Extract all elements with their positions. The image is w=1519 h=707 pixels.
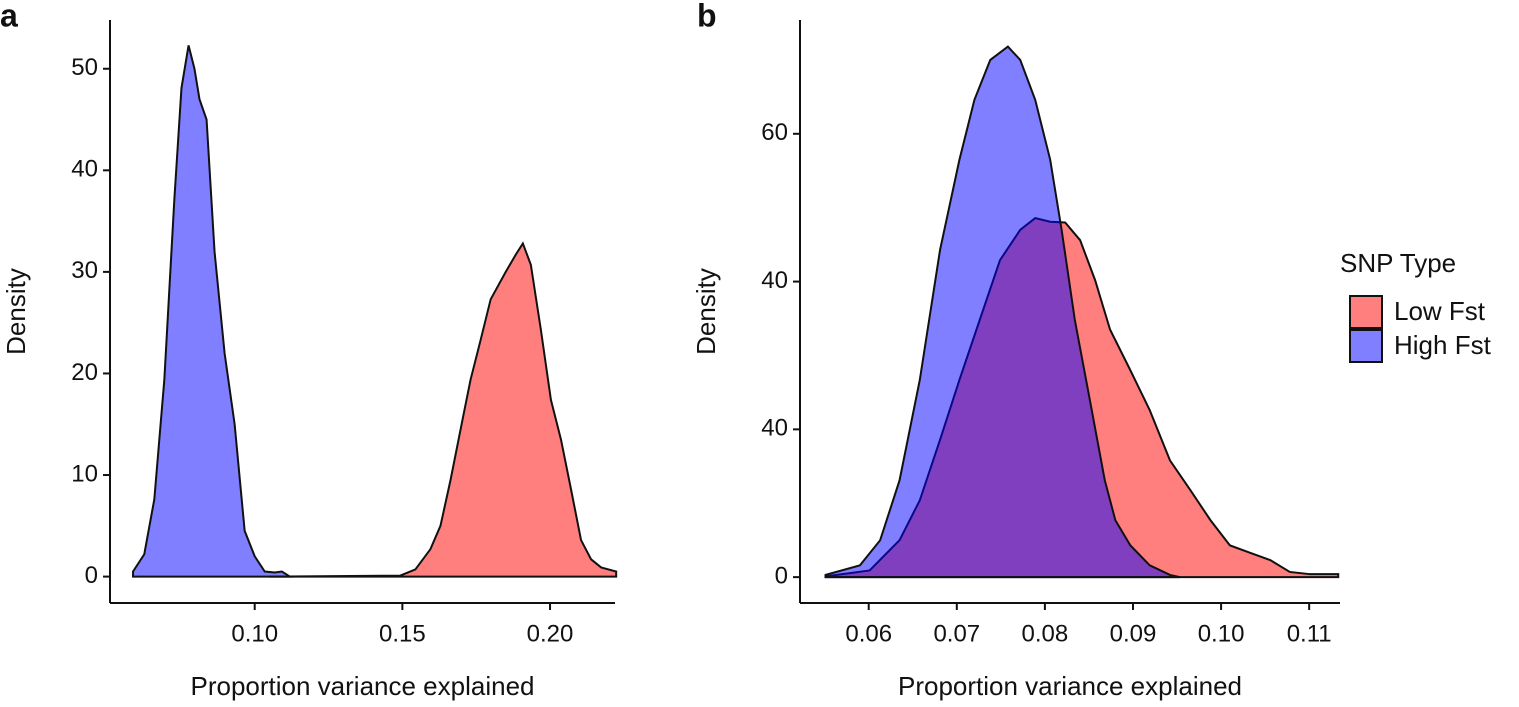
y-axis-title: Density <box>1 268 31 355</box>
x-tick-label: 0.08 <box>1022 620 1069 647</box>
x-tick-label: 0.20 <box>527 620 574 647</box>
x-tick-label: 0.10 <box>1198 620 1245 647</box>
density-area <box>132 45 294 578</box>
x-tick-label: 0.11 <box>1287 620 1332 647</box>
x-axis-title: Proportion variance explained <box>898 671 1242 701</box>
legend-label: Low Fst <box>1394 296 1486 326</box>
y-tick-label: 20 <box>71 359 98 386</box>
y-axis-title: Density <box>691 268 721 355</box>
legend-title: SNP Type <box>1340 248 1456 278</box>
x-tick-label: 0.06 <box>845 620 892 647</box>
y-tick-label: 30 <box>71 257 98 284</box>
legend-key <box>1349 295 1383 329</box>
x-axis-title: Proportion variance explained <box>191 671 535 701</box>
density-area <box>269 241 618 578</box>
y-tick-label: 0 <box>85 562 98 589</box>
y-tick-label: 0 <box>775 562 788 589</box>
legend-label: High Fst <box>1394 330 1492 360</box>
y-tick-label: 40 <box>71 156 98 183</box>
x-tick-label: 0.09 <box>1110 620 1157 647</box>
y-tick-label: 10 <box>71 460 98 487</box>
y-tick-label: 60 <box>761 119 788 146</box>
density-area <box>824 45 1180 579</box>
y-tick-label: 50 <box>71 54 98 81</box>
panel-label: b <box>697 0 717 33</box>
panel-label: a <box>0 0 18 33</box>
y-tick-label: 40 <box>761 415 788 442</box>
x-tick-label: 0.15 <box>379 620 426 647</box>
x-tick-label: 0.07 <box>933 620 980 647</box>
legend-key <box>1349 329 1383 363</box>
y-tick-label: 40 <box>761 267 788 294</box>
x-tick-label: 0.10 <box>231 620 278 647</box>
